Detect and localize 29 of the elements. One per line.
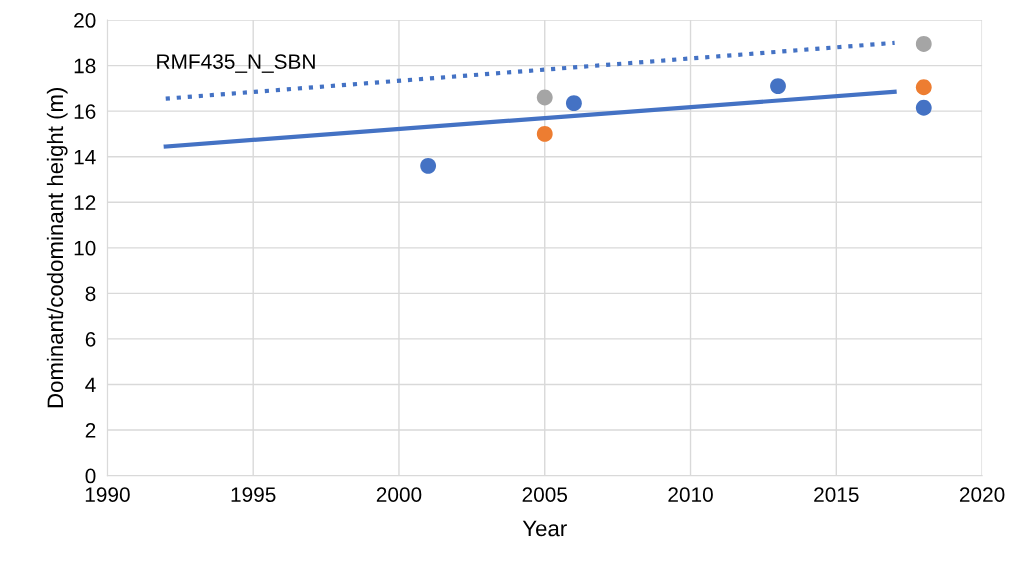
x-tick-label: 2015 — [814, 487, 859, 502]
point — [536, 89, 553, 106]
point — [915, 99, 932, 116]
x-tick-label: 1995 — [231, 487, 276, 502]
x-tick-label: 2000 — [376, 487, 422, 502]
y-tick-label: 6 — [85, 331, 96, 347]
point — [915, 79, 932, 96]
y-tick-label: 14 — [74, 149, 96, 165]
point — [770, 78, 786, 95]
x-tick-label: 2020 — [959, 487, 1005, 502]
y-tick-label: 8 — [85, 286, 96, 302]
point — [420, 157, 437, 174]
x-axis-title: Year — [522, 520, 567, 537]
point — [565, 95, 582, 112]
y-tick-label: 2 — [85, 423, 96, 438]
y-tick-label: 12 — [74, 195, 96, 210]
y-tick-label: 4 — [85, 377, 96, 393]
y-tick-label: 10 — [74, 240, 96, 256]
y-tick-label: 18 — [74, 58, 96, 74]
y-tick-label: 20 — [74, 13, 96, 28]
y-axis-title: Dominant/codominant height (m) — [46, 88, 68, 408]
x-tick-label: 1990 — [85, 487, 130, 502]
annotation: RMF435_N_SBN — [157, 54, 315, 73]
x-tick-label: 2005 — [522, 487, 568, 502]
y-tick-label: 0 — [85, 468, 96, 484]
x-tick-label: 2010 — [668, 487, 713, 502]
point — [915, 36, 932, 52]
y-tick-label: 16 — [74, 104, 96, 119]
point — [536, 126, 553, 142]
